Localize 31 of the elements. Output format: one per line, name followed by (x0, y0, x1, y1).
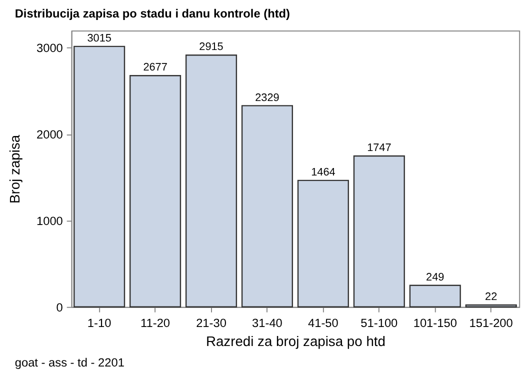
x-tick-label: 31-40 (252, 316, 283, 330)
x-tick-label: 1-10 (87, 316, 112, 330)
bar (185, 54, 238, 308)
y-axis-title: Broj zapisa (6, 134, 23, 204)
x-axis-title: Razredi za broj zapisa po htd (206, 333, 386, 349)
data-label: 249 (426, 271, 444, 284)
x-tick-label: 21-30 (196, 316, 227, 330)
bar (409, 284, 461, 308)
chart-title: Distribucija zapisa po stadu i danu kontrole (htd) (14, 6, 290, 21)
x-tick-label: 51-100 (360, 316, 398, 330)
x-tick-label: 11-20 (140, 316, 170, 330)
y-tick-label: 2000 (36, 128, 64, 142)
bar (241, 105, 294, 308)
y-tick-label: 1000 (36, 214, 64, 228)
x-tick-label: 41-50 (308, 316, 339, 330)
bar (297, 180, 349, 308)
x-tick-label: 101-150 (413, 316, 458, 330)
data-label: 2677 (143, 62, 168, 74)
data-label: 1747 (367, 142, 392, 154)
bar (130, 75, 182, 308)
x-tick-label: 151-200 (469, 316, 514, 330)
data-label: 3015 (87, 32, 112, 45)
data-label: 2329 (255, 92, 280, 104)
bar (74, 46, 126, 308)
y-tick-label: 0 (56, 300, 64, 314)
data-label: 2915 (199, 41, 224, 54)
data-label: 1464 (311, 166, 336, 178)
y-tick-label: 3000 (36, 41, 64, 56)
text: goat - ass - td - 2201 (14, 355, 125, 370)
data-label: 22 (485, 291, 498, 304)
bar (353, 155, 405, 308)
